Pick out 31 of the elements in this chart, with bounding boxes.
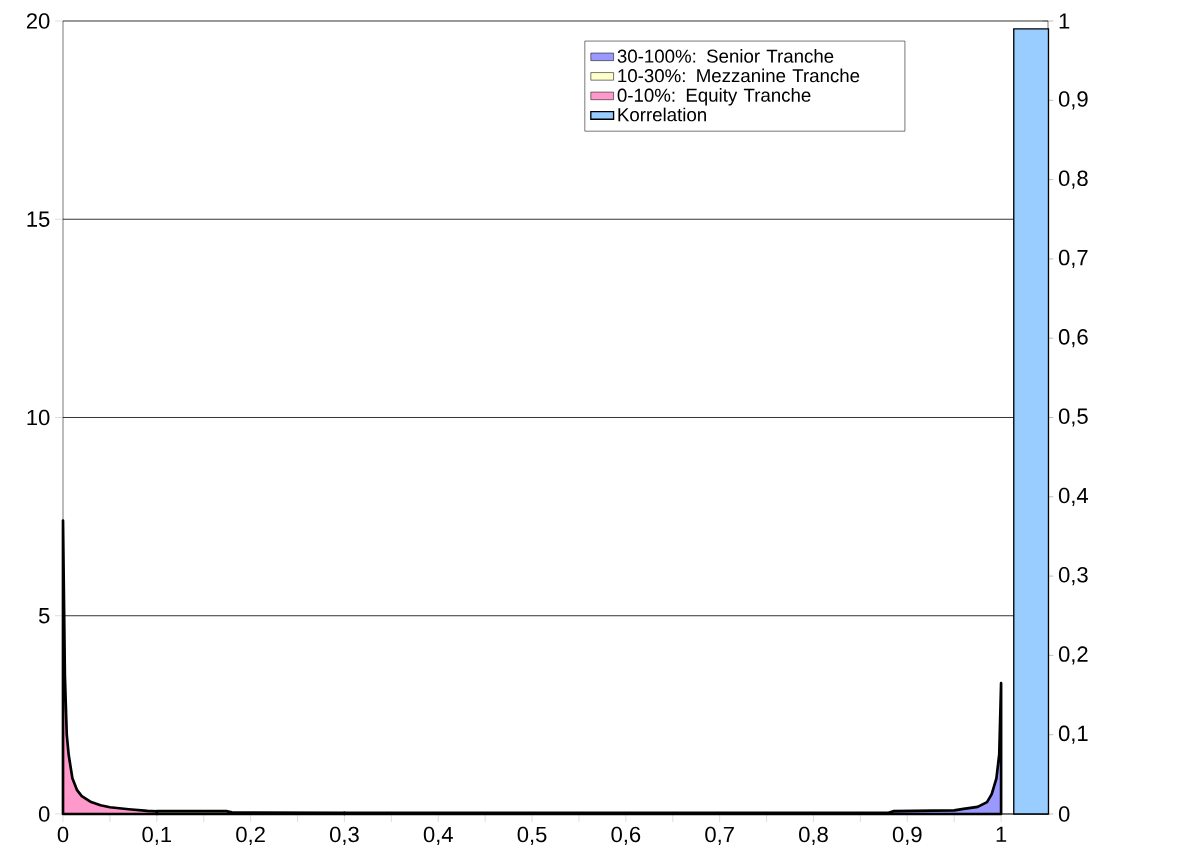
- y2-tick-label: 0,3: [1058, 566, 1088, 586]
- y2-tick-label: 0,2: [1058, 646, 1088, 665]
- y-tick-label: 5: [38, 608, 50, 624]
- x-tick-label: 1: [996, 826, 1007, 842]
- y2-tick-label: 0,1: [1058, 725, 1088, 744]
- y2-tick-label: 1: [1059, 13, 1070, 29]
- y2-tick-label: 0,6: [1058, 329, 1088, 348]
- y2-tick-label: 0,9: [1058, 91, 1088, 110]
- x-tick-label: 0,1: [142, 826, 172, 845]
- x-tick-label: 0,4: [423, 826, 453, 845]
- y2-tick-label: 0,4: [1058, 487, 1088, 506]
- y-tick-label: 15: [27, 211, 50, 227]
- y2-tick-label: 0,7: [1058, 249, 1088, 268]
- y-tick-label: 20: [26, 13, 50, 29]
- legend-label: Korrelation: [618, 107, 706, 122]
- legend-label: 10-30%: Mezzanine Tranche: [618, 68, 860, 83]
- x-tick-label: 0,5: [517, 826, 547, 845]
- x-tick-label: 0,8: [799, 826, 828, 845]
- legend-label: 30-100%: Senior Tranche: [617, 49, 834, 63]
- y2-tick-label: 0: [1058, 806, 1070, 822]
- y-tick-label: 10: [27, 409, 50, 426]
- legend-label: 0-10%: Equity Tranche: [617, 88, 811, 106]
- x-tick-label: 0,9: [892, 826, 922, 845]
- y-tick-label: 0: [38, 806, 50, 822]
- y2-tick-label: 0,5: [1058, 408, 1088, 427]
- x-tick-label: 0,7: [705, 826, 734, 845]
- x-tick-label: 0: [57, 826, 69, 843]
- x-tick-label: 0,3: [330, 826, 359, 845]
- x-tick-label: 0,2: [236, 826, 265, 845]
- y2-tick-label: 0,8: [1058, 170, 1088, 189]
- x-tick-label: 0,6: [611, 826, 641, 845]
